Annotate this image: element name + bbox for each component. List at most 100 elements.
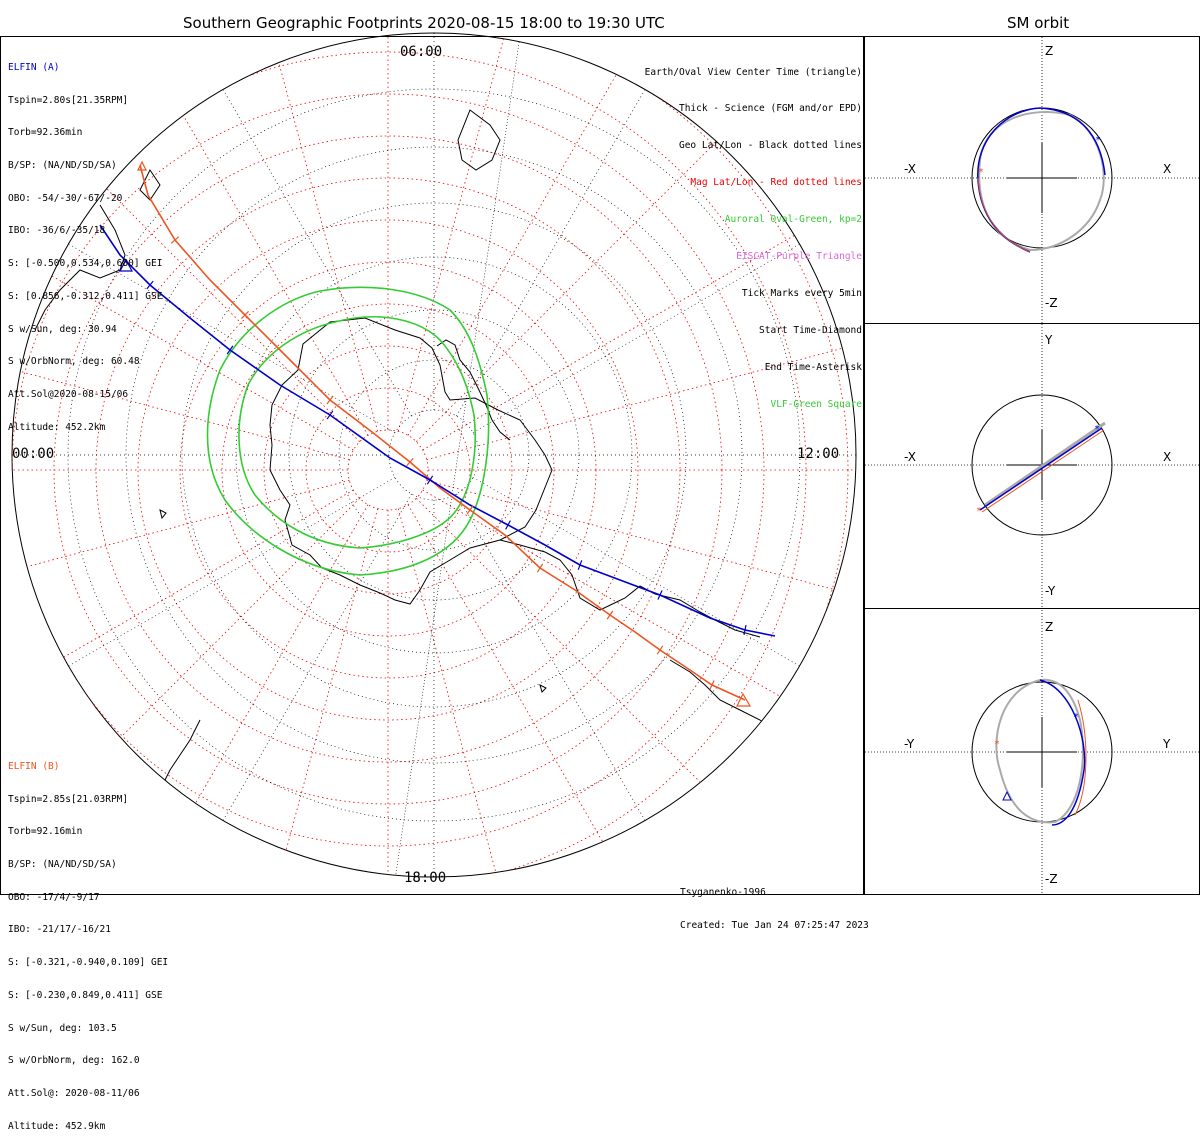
sm2-left-label: -X [904,450,916,464]
coastlines [34,109,821,851]
elfin-a-line: Torb=92.36min [8,127,83,139]
track-tick-mark [656,645,664,655]
elfin-a-line: Att.Sol@2020-08-15/06 [8,389,129,400]
coast-antarctica [269,317,553,605]
grid-meridian [426,340,856,461]
elfin-b-view-center-triangle [736,692,752,707]
elfin-b-line: S w/OrbNorm, deg: 162.0 [8,1055,140,1067]
grid-meridian [422,489,822,721]
elfin-a-line: OBO: -54/-30/-67/-20 [8,192,123,204]
legend-entry: Tick Marks every 5min [741,287,862,299]
noon-midnight-line [394,35,521,877]
sm-panel-3: * * [865,610,1200,894]
coast-antarctic-peninsula [436,339,511,441]
grid-meridian [52,477,396,676]
sm3-bottom-label: -Z [1045,872,1058,886]
track-tick-mark [743,624,747,636]
sm2-top-label: Y [1045,333,1053,347]
track-tick-mark [226,345,234,355]
legend: Earth/Oval View Center Time (triangle) T… [645,42,862,423]
legend-entry: Auroral Oval-Green, kp=2 [724,214,862,226]
grid-meridian [258,508,379,877]
elfin-b-info: ELFIN (B) Tspin=2.85s[21.03RPM] Torb=92.… [8,740,168,1144]
sm3-left-label: -Y [904,737,915,751]
track-tick-mark [709,680,715,690]
map-frame [0,36,864,895]
elfin-b-line: Tspin=2.85s[21.03RPM] [8,793,129,805]
sm3-top-label: Z [1045,620,1054,634]
elfin-b-line: S w/Sun, deg: 103.5 [8,1022,117,1034]
legend-entry: Geo Lat/Lon - Black dotted lines [678,140,862,152]
elfin-a-line: Altitude: 452.2km [8,421,106,433]
footer-created: Created: Tue Jan 24 07:25:47 2023 [680,919,869,931]
legend-entry: EISCAT-Purple Triangle [736,251,862,263]
clock-label-12: 12:00 [797,446,840,462]
svg-text:*: * [1095,135,1101,146]
elfin-a-line: S w/OrbNorm, deg: 60.48 [8,356,140,368]
sm3-right-label: Y [1163,737,1171,751]
grid-meridian [407,36,639,436]
elfin-a-line: Tspin=2.80s[21.35RPM] [8,94,129,106]
elfin-b-line: IBO: -21/17/-16/21 [8,924,111,936]
grid-meridian [137,504,369,877]
track-tick-mark [505,520,511,530]
grid-meridian [12,479,350,600]
elfin-b-line: S: [-0.321,-0.940,0.109] GEI [8,957,169,969]
elfin-a-line: S w/Sun, deg: 30.94 [8,323,117,335]
track-tick-mark [426,475,434,485]
grid-meridian [12,489,354,721]
elfin-b-line: Altitude: 452.9km [8,1120,106,1132]
auroral-oval-outer [206,286,490,576]
coast-africa [669,659,821,781]
coast-islands [159,509,547,693]
elfin-a-track [99,224,776,637]
elfin-b-line: S: [-0.230,0.849,0.411] GSE [8,989,163,1001]
coast-australia [34,204,126,331]
map-graphics: * * * * * * [0,32,1200,895]
elfin-b-line: OBO: -17/4/-9/17 [8,891,100,903]
track-tick-mark [466,505,474,515]
sm1-bottom-label: -Z [1045,296,1058,310]
footer-model: Tsyganenko-1996 [680,886,766,898]
track-tick-mark [146,280,154,290]
footer: Tsyganenko-1996 Created: Tue Jan 24 07:2… [680,866,869,942]
track-tick-mark [170,236,180,244]
coast-tasmania [139,169,161,201]
svg-text:*: * [994,739,1000,750]
legend-entry: Earth/Oval View Center Time (triangle) [644,66,862,78]
legend-entry: Mag Lat/Lon - Red dotted lines [690,177,862,189]
sm-orbit-title: SM orbit [1007,14,1070,32]
grid-meridian [456,73,655,417]
elfin-a-info: ELFIN (A) Tspin=2.80s[21.35RPM] Torb=92.… [8,41,162,445]
clock-label-00: 00:00 [12,446,55,462]
grid-meridian [213,73,412,417]
track-tick-mark [406,457,414,467]
track-tick-mark [657,590,663,600]
auroral-oval [206,286,490,576]
legend-entry: Start Time-Diamond [759,324,862,336]
grid-meridian [12,340,350,461]
track-tick-mark [536,563,544,573]
elfin-b-line: Att.Sol@: 2020-08-11/06 [8,1088,140,1099]
legend-entry: Thick - Science (FGM and/or EPD) [678,103,862,115]
sm2-bottom-label: -Y [1045,584,1056,598]
grid-meridian [397,508,518,877]
svg-text:*: * [978,167,984,178]
sm2-right-label: X [1163,450,1172,464]
sm-panel-1: * * [865,37,1200,323]
elfin-b-line: Torb=92.16min [8,826,83,838]
grid-meridian [426,479,856,600]
grid-meridian [258,33,379,432]
elfin-a-name: ELFIN (A) [8,61,60,73]
map-title: Southern Geographic Footprints 2020-08-1… [183,14,665,32]
elfin-a-view-center-triangle [118,258,134,272]
svg-text:*: * [1094,424,1100,435]
auroral-oval-inner [238,316,476,549]
elfin-a-line: S: [-0.500,0.534,0.680] GEI [8,258,163,270]
elfin-a-line: IBO: -36/6/-35/18 [8,225,106,237]
grid-meridian [416,116,742,442]
legend-entry: End Time-Asterisk [764,361,862,373]
elfin-a-line: S: [0.856,-0.312,0.411] GSE [8,290,163,302]
clock-label-06: 06:00 [400,44,443,60]
sm-panel-2: * * [865,324,1200,608]
